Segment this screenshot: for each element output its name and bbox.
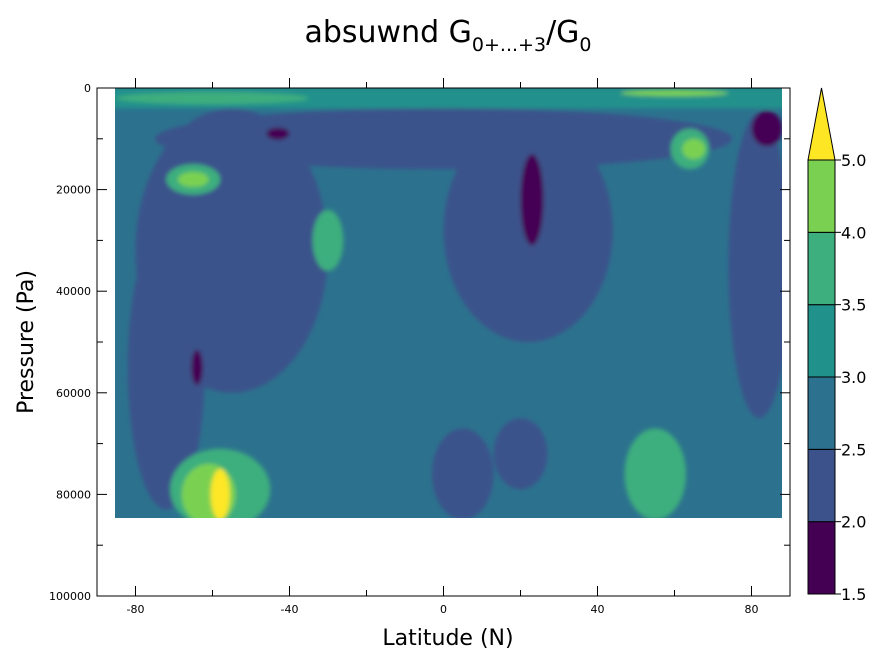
y-tick-label: 20000 bbox=[56, 184, 91, 197]
colorbar-label: 1.5 bbox=[841, 585, 866, 604]
title-text: absuwnd bbox=[304, 15, 448, 50]
colorbar-segment bbox=[807, 448, 836, 523]
title-subscript: 0 bbox=[579, 34, 591, 56]
y-tick-label: 60000 bbox=[56, 387, 91, 400]
contour-region-19 bbox=[116, 92, 309, 105]
colorbar-label: 5.0 bbox=[841, 151, 866, 170]
colorbar-segment bbox=[807, 231, 836, 306]
colorbar-segment bbox=[807, 304, 836, 378]
contour-region-8 bbox=[266, 127, 290, 140]
y-tick-label: 0 bbox=[84, 82, 91, 95]
y-tick-label: 100000 bbox=[49, 590, 91, 603]
colorbar-segment bbox=[807, 159, 836, 233]
colorbar-segment bbox=[807, 376, 836, 450]
colorbar-label: 2.0 bbox=[841, 513, 866, 532]
no-data-region bbox=[97, 520, 790, 596]
contour-region-7 bbox=[520, 154, 544, 246]
contour-region-3 bbox=[728, 113, 782, 419]
contour-region-20 bbox=[620, 90, 729, 97]
y-axis: 0 20000 40000 60000 80000 100000 bbox=[49, 82, 790, 603]
contour-region-5 bbox=[431, 428, 494, 518]
contour-region-18 bbox=[682, 138, 706, 160]
colorbar-label: 3.5 bbox=[841, 296, 866, 315]
contour-region-21 bbox=[210, 469, 230, 518]
contour-region-6 bbox=[493, 418, 548, 490]
x-axis: -80 -40 0 40 80 bbox=[127, 78, 759, 616]
chart-title: absuwnd G0+...+3/G0 bbox=[304, 15, 591, 56]
x-axis-label: Latitude (N) bbox=[382, 626, 513, 651]
contour-patches bbox=[115, 88, 782, 518]
colorbar-label: 2.5 bbox=[841, 440, 866, 459]
colorbar-extend-max bbox=[807, 87, 836, 161]
contour-region-1 bbox=[127, 225, 205, 510]
x-tick-label: 80 bbox=[745, 603, 759, 616]
contour-top-band bbox=[115, 88, 782, 109]
y-tick-label: 80000 bbox=[56, 488, 91, 501]
y-axis-label: Pressure (Pa) bbox=[14, 270, 39, 414]
title-subscript: 0+...+3 bbox=[472, 34, 546, 56]
colorbar: 1.5 2.0 2.5 3.0 3.5 4.0 5.0 bbox=[807, 87, 866, 604]
contour-region-10 bbox=[191, 349, 203, 386]
contour-region-9 bbox=[751, 110, 782, 147]
colorbar-label: 3.0 bbox=[841, 368, 866, 387]
title-symbol: G bbox=[449, 15, 472, 50]
contour-field bbox=[97, 88, 790, 596]
contour-region-17 bbox=[177, 171, 209, 188]
colorbar-label: 4.0 bbox=[841, 223, 866, 242]
x-tick-label: -80 bbox=[127, 603, 145, 616]
contour-region-15 bbox=[312, 209, 344, 271]
y-tick-label: 40000 bbox=[56, 285, 91, 298]
title-symbol: /G bbox=[546, 15, 579, 50]
x-tick-label: -40 bbox=[281, 603, 299, 616]
colorbar-segment bbox=[807, 521, 836, 595]
x-tick-label: 0 bbox=[440, 603, 447, 616]
contour-region-14 bbox=[624, 428, 687, 518]
contour-region-4 bbox=[154, 108, 733, 170]
x-tick-label: 40 bbox=[591, 603, 605, 616]
